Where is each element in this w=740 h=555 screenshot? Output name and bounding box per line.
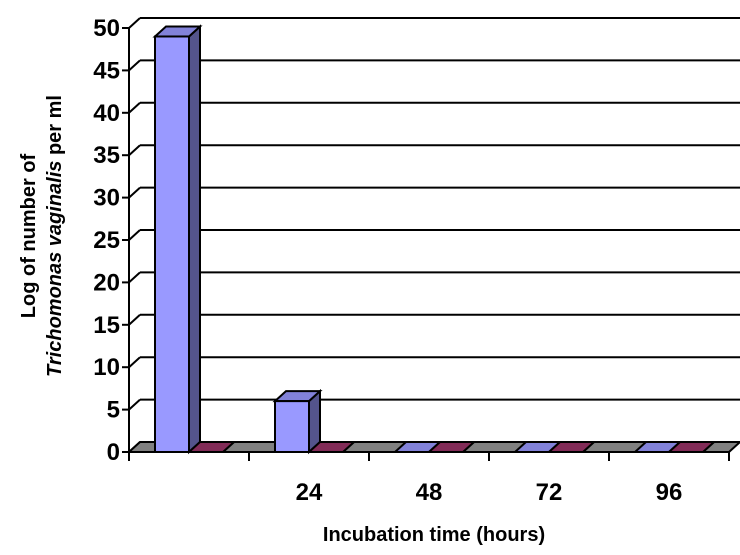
y-tick-label: 45	[93, 57, 120, 84]
bar-front	[154, 35, 190, 453]
gridlines	[128, 17, 740, 453]
x-tick-label: 72	[536, 479, 563, 506]
gridline-depth	[128, 186, 141, 199]
y-tick-label: 20	[93, 269, 120, 296]
x-tick-label: 48	[416, 479, 443, 506]
y-axis-title-line2: Trichomonas vaginalis per ml	[44, 95, 66, 377]
gridline-depth	[128, 17, 141, 29]
y-tick-labels: 0 5 10 15 20 25 30 35 40 45 50	[93, 15, 120, 466]
y-axis-title: Log of number of Trichomonas vaginalis p…	[18, 95, 66, 377]
gridline-depth	[128, 229, 141, 241]
y-tick-label: 40	[93, 100, 120, 127]
y-tick-label: 50	[93, 15, 120, 42]
x-tick-labels: 24 48 72 96	[296, 479, 683, 506]
y-tick-label: 30	[93, 185, 120, 212]
gridline-depth	[128, 59, 141, 72]
y-axis-title-unit: per ml	[44, 95, 66, 161]
x-axis-title: Incubation time (hours)	[323, 524, 545, 546]
gridline-depth	[128, 144, 141, 156]
x-tick-label: 24	[296, 479, 323, 506]
y-tick-label: 25	[93, 227, 120, 254]
bar-side	[188, 24, 201, 455]
y-axis-title-species: Trichomonas vaginalis	[44, 161, 66, 377]
gridline-depth	[128, 271, 141, 284]
y-tick-label: 15	[93, 312, 120, 339]
gridline-depth	[128, 102, 141, 114]
bar	[272, 388, 323, 455]
y-tick-label: 35	[93, 142, 120, 169]
axes	[122, 27, 730, 461]
gridline-depth	[128, 398, 141, 411]
y-tick-label: 0	[107, 439, 120, 466]
bar	[152, 24, 203, 455]
y-axis-title-line1: Log of number of	[18, 153, 40, 318]
gridline-depth	[128, 314, 141, 326]
y-tick-label: 5	[107, 397, 120, 424]
bar-front	[274, 400, 310, 453]
x-tick-label: 96	[656, 479, 683, 506]
bars	[152, 24, 717, 455]
gridline-depth	[128, 356, 141, 368]
y-tick-label: 10	[93, 354, 120, 381]
